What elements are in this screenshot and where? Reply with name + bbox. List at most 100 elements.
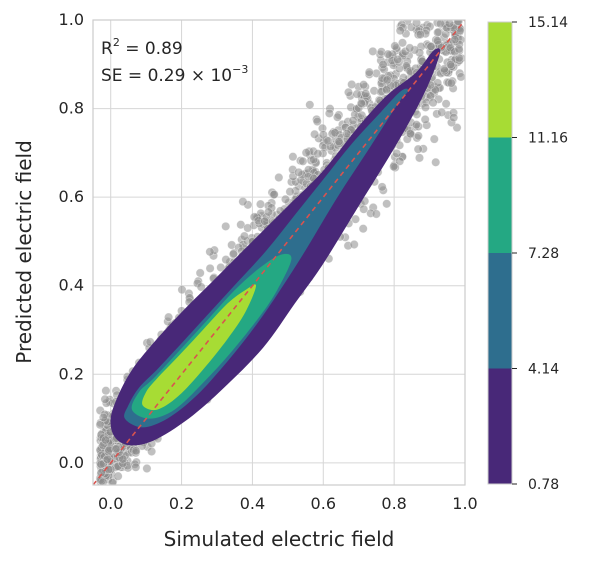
scatter-point bbox=[255, 199, 265, 209]
scatter-point bbox=[318, 130, 328, 140]
scatter-point bbox=[446, 78, 456, 88]
scatter-point bbox=[389, 162, 399, 172]
scatter-point bbox=[347, 80, 357, 90]
y-tick-label: 0.6 bbox=[59, 187, 84, 206]
scatter-point bbox=[95, 420, 105, 430]
scatter-point bbox=[101, 386, 111, 396]
scatter-point bbox=[452, 123, 462, 133]
scatter-point bbox=[334, 137, 344, 147]
scatter-point bbox=[431, 157, 441, 167]
scatter-point bbox=[177, 285, 187, 295]
x-tick-labels: 0.0 0.2 0.4 0.6 0.8 1.0 bbox=[98, 494, 478, 513]
scatter-point bbox=[313, 149, 323, 159]
colorbar-tick-label: 15.14 bbox=[528, 15, 568, 31]
scatter-point bbox=[382, 75, 392, 85]
scatter-point bbox=[350, 214, 360, 224]
scatter-point bbox=[164, 312, 174, 322]
scatter-point bbox=[196, 282, 206, 292]
scatter-point bbox=[100, 394, 110, 404]
scatter-point bbox=[433, 27, 443, 37]
x-tick-label: 0.0 bbox=[98, 494, 123, 513]
reference-line-layer bbox=[93, 20, 465, 485]
colorbar-segment bbox=[488, 22, 512, 138]
y-tick-label: 0.2 bbox=[59, 364, 84, 383]
y-tick-label: 0.8 bbox=[59, 99, 84, 118]
scatter-point bbox=[405, 129, 415, 139]
se-prefix: SE = 0.29 × 10 bbox=[101, 66, 232, 86]
scatter-point bbox=[405, 43, 415, 53]
scatter-point bbox=[96, 459, 106, 469]
scatter-point bbox=[456, 72, 465, 82]
scatter-point bbox=[294, 167, 304, 177]
scatter-point bbox=[238, 197, 248, 207]
scatter-point bbox=[382, 199, 392, 209]
scatter-point bbox=[390, 41, 400, 51]
scatter-point bbox=[371, 209, 381, 219]
scatter-point bbox=[330, 128, 340, 138]
scatter-point bbox=[449, 113, 459, 123]
scatter-point bbox=[426, 41, 436, 51]
scatter-point bbox=[260, 216, 270, 226]
scatter-point bbox=[359, 204, 369, 214]
scatter-point bbox=[205, 247, 215, 257]
scatter-point bbox=[205, 263, 215, 273]
scatter-point bbox=[414, 153, 424, 163]
scatter-point bbox=[395, 156, 405, 166]
scatter-point bbox=[450, 35, 460, 45]
scatter-point bbox=[108, 478, 117, 485]
scatter-point bbox=[216, 262, 226, 272]
x-tick-label: 0.8 bbox=[381, 494, 406, 513]
se-annotation: SE = 0.29 × 10−3 bbox=[101, 63, 248, 86]
scatter-point bbox=[420, 102, 430, 112]
scatter-point bbox=[285, 187, 295, 197]
scatter-point bbox=[131, 462, 141, 472]
colorbar-tick-label: 11.16 bbox=[528, 131, 568, 147]
r2-prefix: R bbox=[101, 39, 113, 59]
colorbar bbox=[487, 21, 513, 485]
scatter-point bbox=[102, 454, 112, 464]
scatter-point bbox=[382, 85, 392, 95]
y-tick-labels: 0.0 0.2 0.4 0.6 0.8 1.0 bbox=[59, 10, 84, 472]
scatter-point bbox=[412, 20, 421, 28]
scatter-point bbox=[301, 148, 311, 158]
colorbar-segment bbox=[488, 253, 512, 369]
scatter-point bbox=[298, 156, 308, 166]
scatter-point bbox=[437, 107, 447, 117]
scatter-point bbox=[147, 446, 157, 456]
scatter-point bbox=[359, 80, 369, 90]
y-tick-label: 1.0 bbox=[59, 10, 84, 29]
scatter-point bbox=[368, 46, 378, 56]
scatter-point bbox=[413, 144, 423, 154]
scatter-point bbox=[454, 44, 464, 54]
identity-line bbox=[93, 20, 465, 485]
scatter-point bbox=[243, 223, 253, 233]
scatter-point bbox=[195, 268, 205, 278]
scatter-point bbox=[429, 134, 439, 144]
r2-superscript: 2 bbox=[113, 36, 120, 49]
scatter-point bbox=[356, 98, 366, 108]
scatter-point bbox=[441, 99, 451, 109]
scatter-point bbox=[383, 49, 393, 59]
scatter-point bbox=[221, 221, 231, 231]
y-tick-label: 0.4 bbox=[59, 276, 84, 295]
x-tick-label: 1.0 bbox=[452, 494, 477, 513]
colorbar-tick-label: 0.78 bbox=[528, 477, 559, 493]
colorbar-segment bbox=[488, 137, 512, 253]
scatter-point bbox=[432, 36, 442, 46]
colorbar-tick-label: 7.28 bbox=[528, 246, 559, 262]
se-superscript: −3 bbox=[232, 63, 248, 76]
scatter-point bbox=[349, 240, 359, 250]
scatter-point bbox=[348, 116, 358, 126]
x-axis-title: Simulated electric field bbox=[164, 527, 395, 551]
scatter-point bbox=[323, 136, 333, 146]
scatter-point bbox=[274, 173, 284, 183]
scatter-point bbox=[263, 207, 273, 217]
scatter-point bbox=[228, 249, 238, 259]
scatter-point bbox=[98, 477, 108, 485]
scatter-point bbox=[358, 224, 368, 234]
scatter-point bbox=[420, 115, 430, 125]
scatter-point bbox=[395, 26, 405, 36]
density-contour-layer bbox=[110, 48, 441, 446]
